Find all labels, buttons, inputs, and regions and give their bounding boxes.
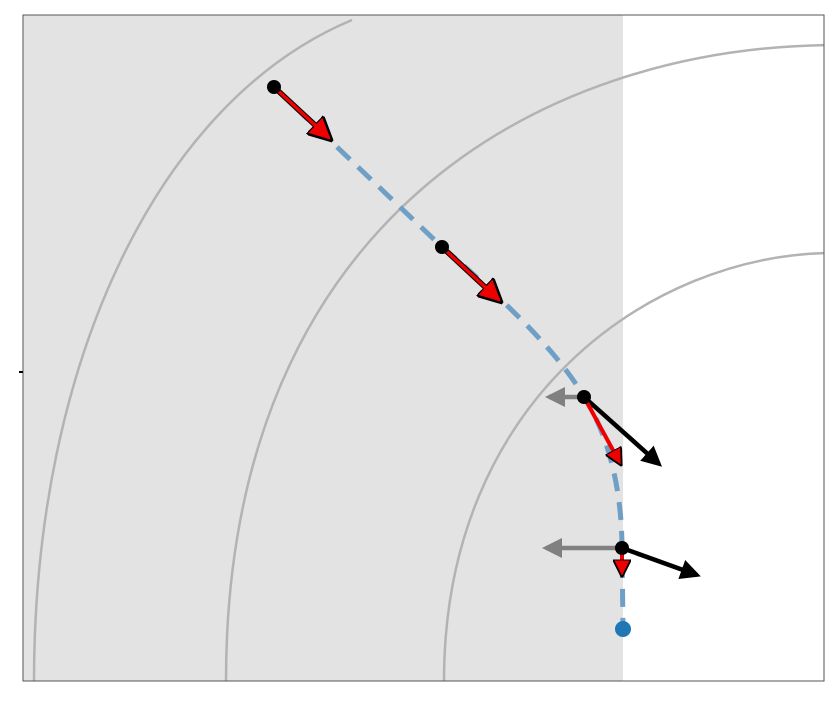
- trajectory-point: [435, 240, 449, 254]
- black-arrow: [622, 548, 697, 575]
- end-point: [615, 621, 631, 637]
- trajectory-point: [577, 390, 591, 404]
- trajectory-point: [267, 80, 281, 94]
- trajectory-point: [615, 541, 629, 555]
